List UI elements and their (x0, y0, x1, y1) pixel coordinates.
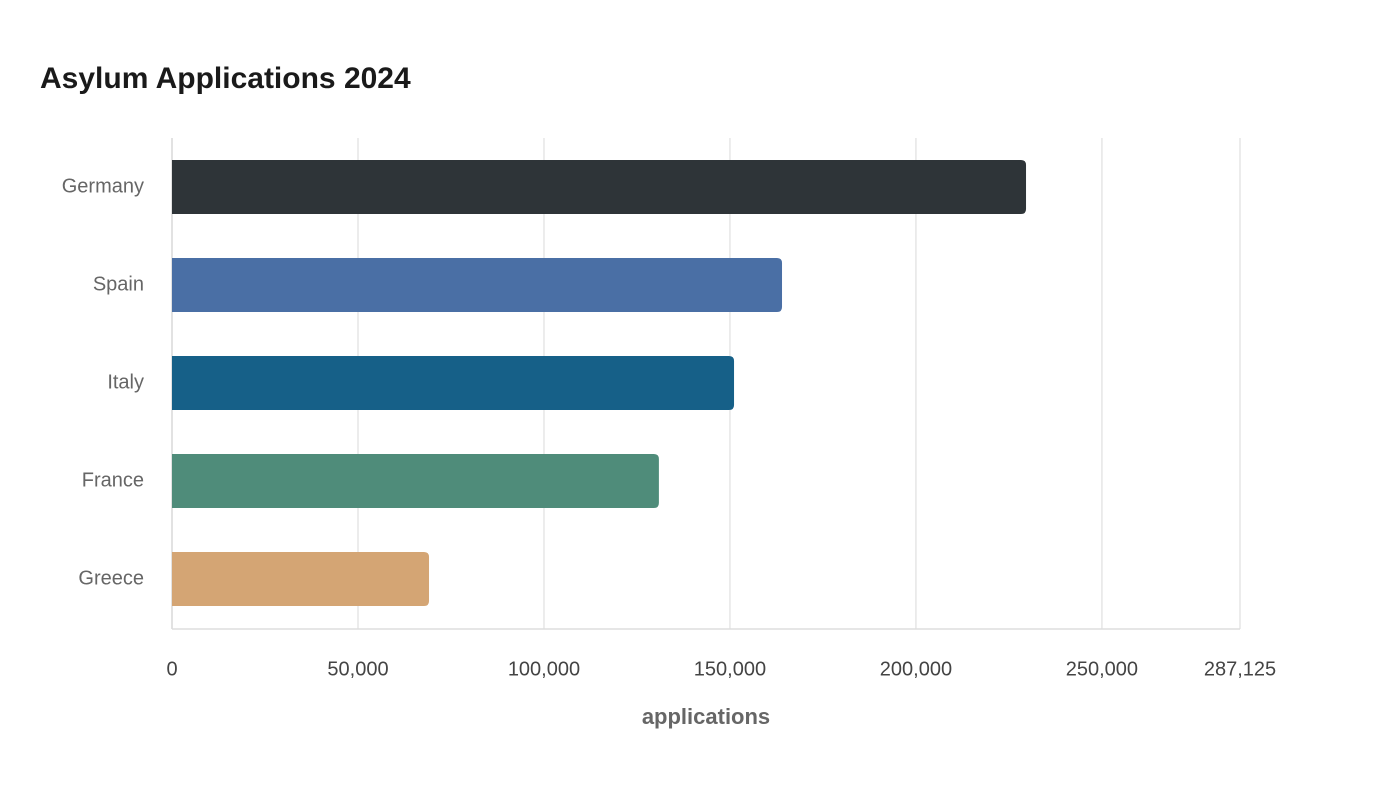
x-tick-label: 250,000 (1066, 658, 1138, 680)
bar (172, 356, 735, 410)
x-tick-label: 100,000 (508, 658, 580, 680)
y-tick-label: Spain (93, 273, 144, 295)
bar (172, 258, 783, 312)
chart-title: Asylum Applications 2024 (40, 62, 411, 95)
y-tick-label: Greece (78, 567, 144, 589)
x-tick-label: 287,125 (1204, 658, 1276, 680)
x-tick-label: 200,000 (880, 658, 952, 680)
bar (172, 454, 659, 508)
y-tick-label: Germany (62, 175, 144, 197)
y-tick-label: Italy (107, 371, 144, 393)
y-tick-label: France (82, 469, 144, 491)
x-tick-label: 50,000 (327, 658, 388, 680)
x-tick-label: 0 (166, 658, 177, 680)
x-tick-label: 150,000 (694, 658, 766, 680)
bar (172, 552, 430, 606)
bar (172, 160, 1027, 214)
x-axis-label: applications (642, 704, 770, 729)
